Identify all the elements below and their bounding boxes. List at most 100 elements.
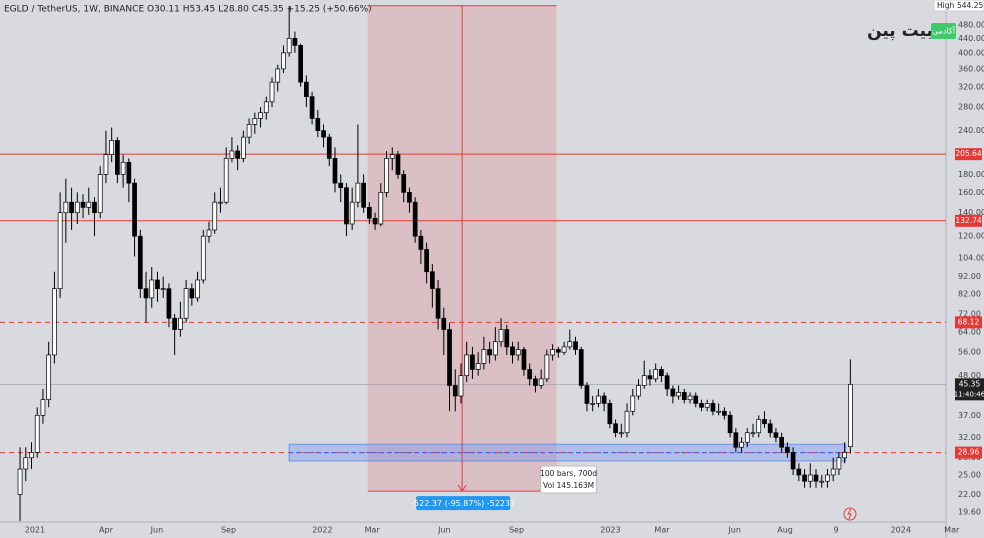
y-tick-label: 320.00 <box>958 82 984 91</box>
candle-body <box>137 235 143 290</box>
y-tick-label: 19.60 <box>958 508 981 517</box>
candle-body <box>596 395 601 404</box>
candle-body <box>641 375 647 386</box>
x-tick-label: Apr <box>99 526 114 535</box>
candle-body <box>401 174 407 193</box>
event-icon[interactable] <box>843 507 857 521</box>
price-line-value: 205.64 <box>955 149 981 158</box>
candle-body <box>57 212 63 290</box>
candle-body <box>504 329 510 348</box>
candle-body <box>555 349 561 353</box>
candle-body <box>269 81 275 103</box>
candle-body <box>664 375 670 390</box>
candle-body <box>744 432 750 443</box>
candle-body <box>412 201 418 237</box>
x-tick-label: Sep <box>509 526 524 535</box>
candle-body <box>218 201 223 204</box>
x-tick-label: 2024 <box>891 526 911 535</box>
candle-body <box>46 354 52 401</box>
candle-body <box>750 432 756 435</box>
price-line-value: 28.96 <box>958 448 980 457</box>
y-tick-label: 56.00 <box>958 348 981 357</box>
candle-body <box>275 68 281 83</box>
candle-body <box>779 437 785 448</box>
candle-body <box>790 452 796 470</box>
candle-body <box>538 378 544 386</box>
candle-body <box>160 288 166 291</box>
measure-bars: 100 bars, 700d <box>540 469 597 478</box>
candle-body <box>830 468 836 476</box>
candle-body <box>143 288 149 299</box>
candle-body <box>802 474 807 482</box>
candle-body <box>515 349 521 356</box>
candle-body <box>304 81 309 98</box>
candle-body <box>361 182 366 208</box>
candle-body <box>733 432 739 448</box>
x-tick-label: Sep <box>221 526 236 535</box>
x-tick-label: 2023 <box>600 526 620 535</box>
candle-body <box>258 112 263 119</box>
logo-badge <box>931 23 956 39</box>
high-value: 544.25 <box>957 1 983 10</box>
candle-body <box>286 37 292 54</box>
candle-body <box>819 480 825 483</box>
price-line-tag <box>955 446 982 459</box>
price-line-tag <box>955 316 982 329</box>
candle-body <box>773 432 779 438</box>
candle-body <box>727 414 733 434</box>
candle-body <box>206 229 212 237</box>
last-price-tag <box>955 378 984 401</box>
x-tick-label: Mar <box>944 526 960 535</box>
candle-body <box>756 419 762 434</box>
candle-body <box>298 45 303 83</box>
candle-body <box>590 403 596 405</box>
candle-body <box>796 468 802 476</box>
candle-body <box>429 271 435 290</box>
candle-body <box>584 385 590 404</box>
candle-body <box>120 161 126 175</box>
candle-body <box>842 452 847 459</box>
candle-body <box>17 468 23 495</box>
candle-body <box>447 329 452 386</box>
candle-body <box>40 399 46 416</box>
candle-body <box>378 192 384 225</box>
price-line-tag <box>955 148 982 161</box>
measure-label-box <box>416 496 511 511</box>
candle-body <box>69 201 74 214</box>
x-tick-label: 2022 <box>312 526 332 535</box>
candle-body <box>636 385 641 397</box>
y-tick-label: 82.00 <box>958 290 981 299</box>
y-tick-label: 104.00 <box>958 253 984 262</box>
candle-body <box>246 124 252 138</box>
x-tick-label: Jun <box>437 526 451 535</box>
candle-body <box>109 140 115 155</box>
y-tick-label: 360.00 <box>958 64 984 73</box>
candle-body <box>521 349 527 370</box>
x-tick-label: Aug <box>777 526 793 535</box>
candle-body <box>97 174 103 214</box>
candle-body <box>813 474 819 482</box>
candle-body <box>63 201 69 214</box>
candle-body <box>34 414 40 453</box>
candle-body <box>458 375 464 397</box>
candle-body <box>498 329 504 343</box>
candle-body <box>189 288 195 299</box>
candle-body <box>212 201 218 231</box>
candle-body <box>607 403 613 425</box>
candle-body <box>349 201 355 225</box>
high-label: High <box>937 1 954 10</box>
event-icon-bolt <box>847 508 852 520</box>
candle-body <box>338 182 344 189</box>
y-tick-label: 140.00 <box>958 208 984 217</box>
measure-info-box <box>540 465 598 494</box>
candle-body <box>178 317 183 330</box>
candle-body <box>384 158 389 193</box>
candle-body <box>785 446 790 453</box>
candle-body <box>252 118 258 125</box>
last-price-value: 45.35 <box>959 379 981 388</box>
candle-body <box>630 395 636 412</box>
candle-body <box>172 317 178 330</box>
logo-name: بیت پین <box>867 21 933 41</box>
x-tick-label: 9 <box>834 526 839 535</box>
candle-body <box>561 346 567 353</box>
